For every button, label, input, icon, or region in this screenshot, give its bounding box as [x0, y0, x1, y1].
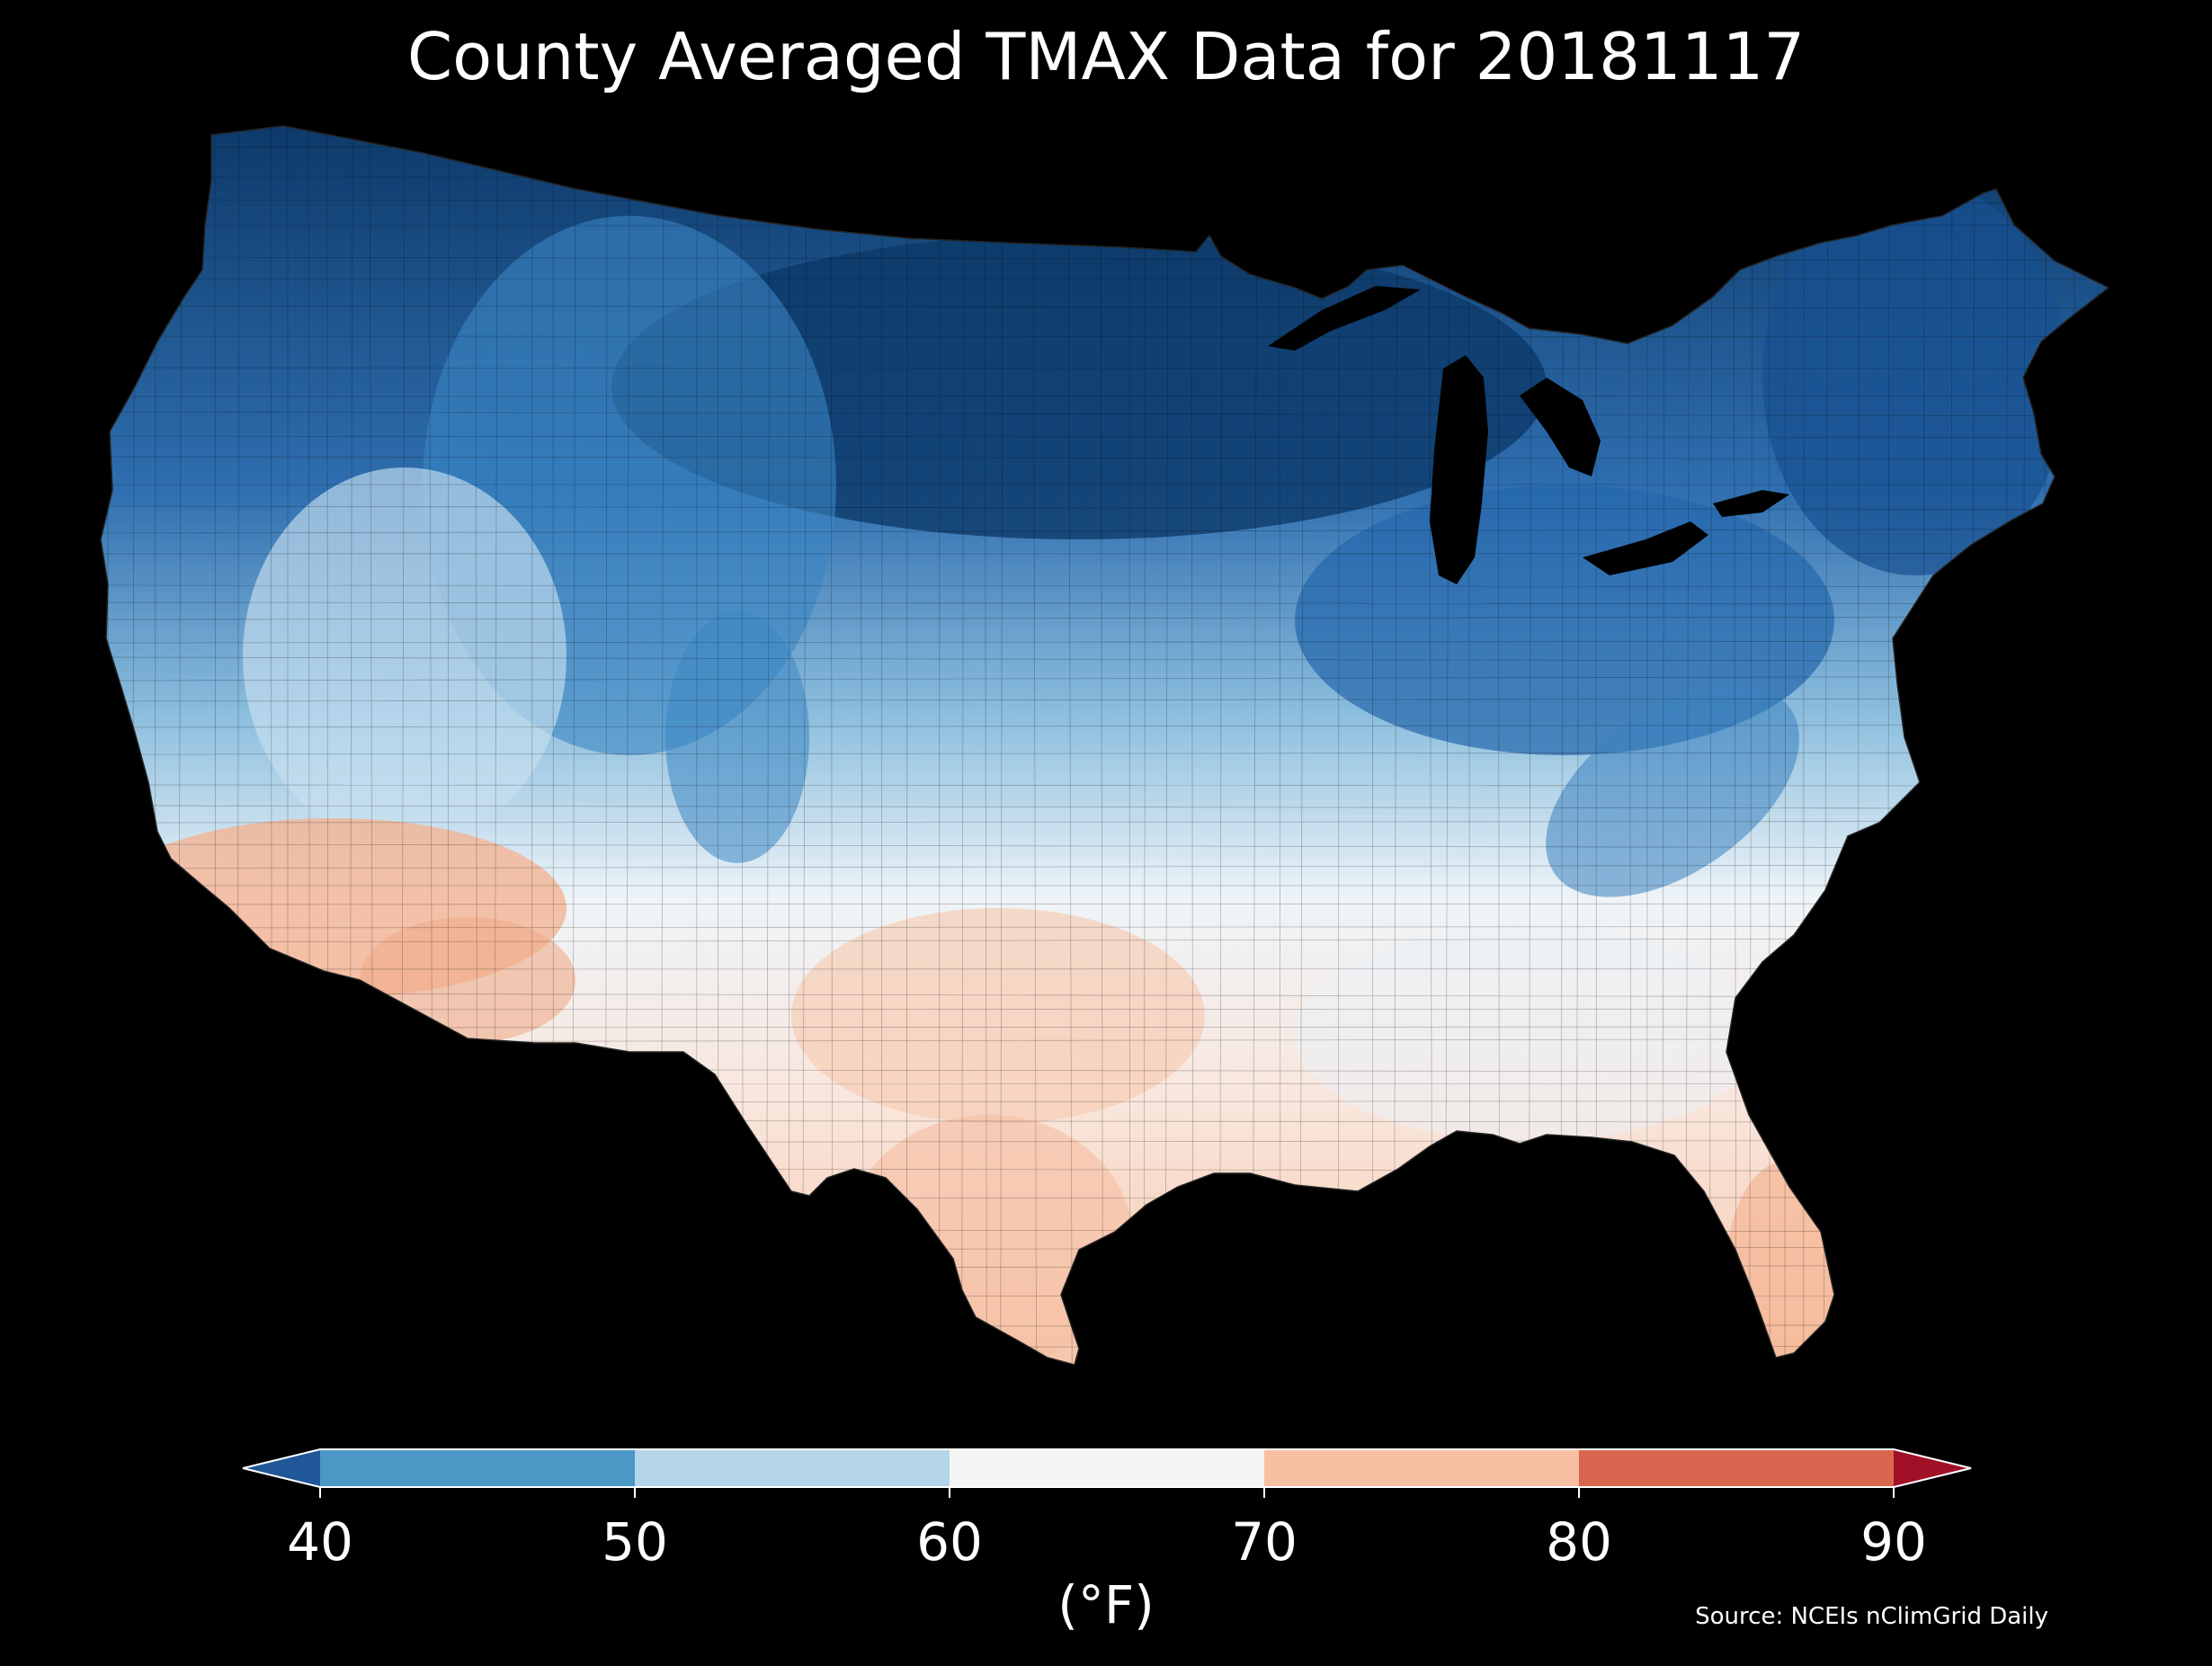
colorbar-tick-50: 50	[602, 1511, 668, 1572]
colorbar-bin-40-50	[320, 1449, 635, 1487]
county-line	[859, 126, 864, 1365]
county-line	[101, 616, 2109, 620]
county-line	[1708, 126, 1713, 1365]
colorbar-tick-60: 60	[916, 1511, 983, 1572]
county-line	[1000, 126, 1003, 1365]
county-line	[101, 724, 2109, 728]
county-line	[101, 435, 2109, 438]
county-line	[905, 126, 908, 1365]
county-line	[101, 367, 2109, 370]
county-line	[101, 656, 2109, 662]
county-line	[101, 864, 2109, 869]
colorbar-tick-90: 90	[1860, 1511, 1927, 1572]
colorbar-bin-70-80	[1264, 1449, 1579, 1487]
colorbar-tick-80: 80	[1546, 1511, 1612, 1572]
colorbar-bin-80-90	[1579, 1449, 1894, 1487]
county-line	[1164, 126, 1169, 1365]
source-credit: Source: NCEIs nClimGrid Daily	[1695, 1603, 2048, 1630]
county-line	[1393, 126, 1398, 1365]
county-line	[101, 640, 2109, 644]
county-line	[1219, 126, 1223, 1365]
colorbar-units-label: (°F)	[1057, 1574, 1155, 1635]
county-line	[1371, 126, 1374, 1365]
colorbar-extend-high	[1894, 1449, 1971, 1487]
county-line	[880, 126, 883, 1365]
county-line	[101, 505, 2109, 511]
county-line	[984, 126, 987, 1365]
county-line	[830, 126, 834, 1365]
county-line	[101, 752, 2109, 755]
colorbar-tick-40: 40	[287, 1511, 353, 1572]
county-line	[101, 256, 2109, 262]
county-line	[101, 925, 2109, 929]
map-title: County Averaged TMAX Data for 20181117	[406, 19, 1806, 94]
county-line	[101, 601, 2109, 605]
county-line	[961, 126, 965, 1365]
us-land	[100, 125, 2110, 1366]
county-line	[1100, 126, 1103, 1365]
county-line	[101, 821, 2109, 824]
county-line	[101, 305, 2109, 309]
county-line	[101, 584, 2109, 587]
county-line	[1733, 126, 1737, 1365]
county-line	[1128, 126, 1130, 1365]
county-line	[101, 675, 2109, 682]
colorbar-tick-70: 70	[1231, 1511, 1298, 1572]
colorbar-bin-50-60	[635, 1449, 950, 1487]
county-line	[1191, 126, 1194, 1365]
county-line	[802, 126, 807, 1365]
colorbar-bin-60-70	[950, 1449, 1264, 1487]
great-lakes	[1268, 286, 1789, 584]
county-line	[1032, 126, 1037, 1365]
county-line	[101, 698, 2109, 702]
county-line	[1143, 126, 1146, 1365]
county-line	[101, 784, 2109, 787]
colorbar-extend-low	[243, 1449, 320, 1487]
county-line	[1685, 126, 1690, 1365]
county-line	[1067, 126, 1073, 1365]
county-line	[1749, 126, 1753, 1365]
county-line	[101, 529, 2109, 534]
county-line	[101, 843, 2109, 849]
county-line	[1768, 126, 1770, 1365]
county-line	[101, 938, 2109, 943]
county-line	[101, 805, 2109, 809]
county-line	[101, 456, 2109, 459]
county-line	[101, 411, 2109, 417]
county-line	[1252, 126, 1258, 1365]
